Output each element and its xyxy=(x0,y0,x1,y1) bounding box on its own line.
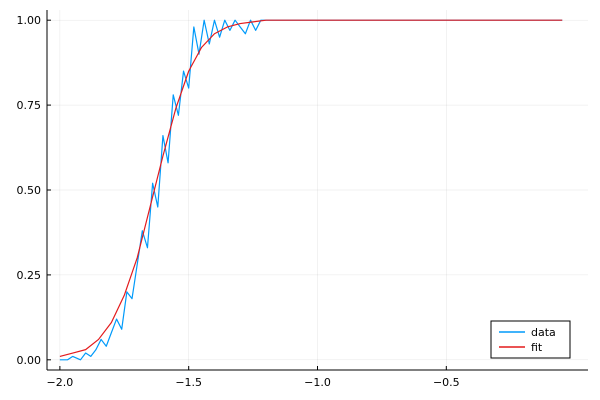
x-axis-ticks: −2.0 −1.5 −1.0 −0.5 xyxy=(47,366,460,389)
legend-label-fit: fit xyxy=(531,341,543,354)
y-axis-ticks: 0.00 0.25 0.50 0.75 1.00 xyxy=(17,14,51,367)
legend: data fit xyxy=(490,320,571,359)
series-line-fit xyxy=(59,19,563,358)
x-tick-label: −1.5 xyxy=(175,376,202,389)
y-tick-label: 0.50 xyxy=(17,184,42,197)
x-tick-label: −0.5 xyxy=(433,376,460,389)
y-tick-label: 0.00 xyxy=(17,354,42,367)
legend-label-data: data xyxy=(531,326,556,339)
grid-lines xyxy=(47,10,588,370)
y-tick-label: 0.25 xyxy=(17,269,42,282)
y-tick-label: 0.75 xyxy=(17,99,42,112)
series-lines xyxy=(59,19,563,361)
y-tick-label: 1.00 xyxy=(17,14,42,27)
legend-box xyxy=(490,320,571,359)
x-tick-label: −1.0 xyxy=(304,376,331,389)
x-tick-label: −2.0 xyxy=(47,376,74,389)
